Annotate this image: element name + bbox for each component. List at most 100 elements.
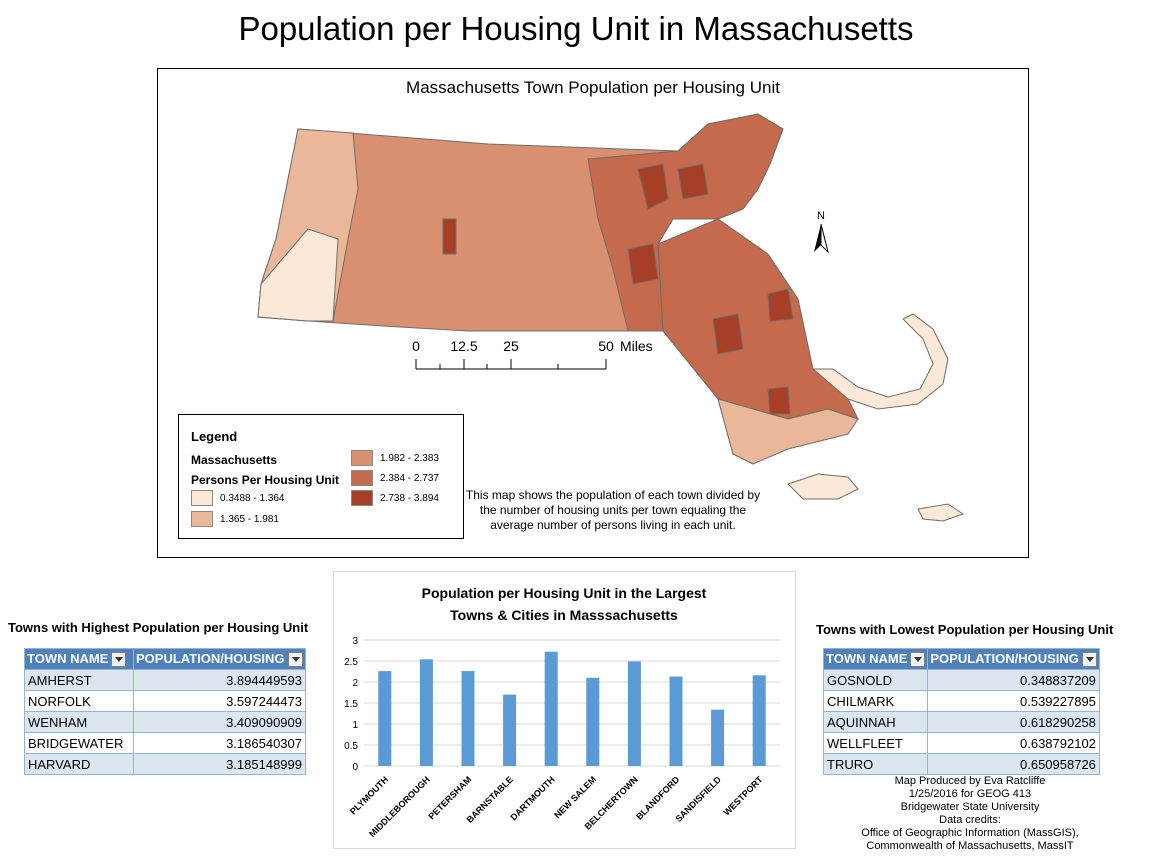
town-cell[interactable]: TRURO: [822, 753, 929, 775]
map-region-dark-2: [677, 163, 709, 200]
credit-line: Bridgewater State University: [900, 801, 1040, 813]
town-cell[interactable]: HARVARD: [24, 753, 134, 775]
legend-class-label: 2.384 - 2.737: [380, 472, 439, 484]
filter-dropdown-icon[interactable]: [1081, 652, 1097, 668]
table-row[interactable]: WELLFLEET 0.638792102: [822, 732, 1100, 754]
value-cell[interactable]: 3.185148999: [133, 753, 306, 775]
value-cell[interactable]: 0.638792102: [927, 732, 1100, 754]
credit-line: Map Produced by Eva Ratcliffe: [894, 775, 1046, 787]
map-region-nantucket: [917, 503, 965, 522]
bar: [419, 659, 433, 766]
table-row[interactable]: AQUINNAH 0.618290258: [822, 711, 1100, 733]
north-arrow: N: [814, 210, 829, 254]
bar: [586, 677, 600, 766]
value-cell[interactable]: 3.597244473: [133, 690, 306, 712]
town-cell[interactable]: CHILMARK: [822, 690, 929, 712]
bar: [711, 709, 725, 766]
map-region-dark-1: [637, 163, 669, 210]
value-cell[interactable]: 0.539227895: [927, 690, 1100, 712]
town-cell[interactable]: BRIDGEWATER: [24, 732, 134, 754]
x-tick-label: DARTMOUTH: [509, 774, 557, 822]
map-canvas: N 0 12.5 25 50 Miles: [257, 113, 965, 522]
value-cell[interactable]: 3.894449593: [133, 669, 306, 691]
town-cell[interactable]: AMHERST: [24, 669, 134, 691]
x-tick-label: PETERSHAM: [426, 774, 473, 821]
scale-units-label: Miles: [620, 338, 653, 354]
filter-dropdown-icon[interactable]: [287, 652, 303, 668]
table-row[interactable]: TRURO 0.650958726: [822, 753, 1100, 775]
y-tick-label: 2: [352, 678, 358, 689]
legend-class-label: 1.982 - 2.383: [380, 452, 439, 464]
legend-swatch: [351, 470, 373, 486]
table-row[interactable]: GOSNOLD 0.348837209: [822, 669, 1100, 691]
y-tick-label: 2.5: [344, 657, 358, 668]
highest-table-heading: Towns with Highest Population per Housin…: [8, 620, 309, 635]
x-tick-label: PLYMOUTH: [348, 774, 390, 816]
legend-class-item: 1.982 - 2.383: [351, 450, 439, 466]
bar-chart-canvas: Population per Housing Unit in the Large…: [344, 585, 780, 839]
map-region-dark-3: [627, 243, 659, 285]
table-row[interactable]: HARVARD 3.185148999: [24, 753, 306, 775]
filter-dropdown-icon[interactable]: [910, 652, 926, 668]
value-cell[interactable]: 0.348837209: [927, 669, 1100, 691]
bar: [669, 676, 683, 766]
town-cell[interactable]: AQUINNAH: [822, 711, 929, 733]
value-cell[interactable]: 3.409090909: [133, 711, 306, 733]
bar: [627, 661, 641, 766]
value-cell[interactable]: 0.618290258: [927, 711, 1100, 733]
legend-class-item: 1.365 - 1.981: [191, 511, 279, 527]
town-cell[interactable]: GOSNOLD: [822, 669, 929, 691]
bar-chart: Population per Housing Unit in the Large…: [333, 571, 796, 849]
credit-line: 1/25/2016 for GEOG 413: [908, 788, 1032, 800]
legend-field-name: Persons Per Housing Unit: [191, 473, 340, 487]
massachusetts-choropleth: [257, 113, 965, 522]
legend-class-item: 2.738 - 3.894: [351, 490, 439, 506]
table-row[interactable]: AMHERST 3.894449593: [24, 669, 306, 691]
legend-class-item: 2.384 - 2.737: [351, 470, 439, 486]
table-row[interactable]: NORFOLK 3.597244473: [24, 690, 306, 712]
highest-towns-table: TOWN NAME POPULATION/HOUSING AMHERST 3.89…: [24, 648, 306, 775]
scale-tick-label: 12.5: [450, 338, 477, 354]
scale-bar: 0 12.5 25 50 Miles: [412, 338, 653, 370]
map-region-dark-4: [712, 313, 744, 355]
table-row[interactable]: CHILMARK 0.539227895: [822, 690, 1100, 712]
value-cell[interactable]: 3.186540307: [133, 732, 306, 754]
north-arrow-label: N: [817, 210, 825, 222]
legend-layer-name: Massachusetts: [191, 453, 278, 467]
legend-swatch: [191, 511, 213, 527]
lowest-table-heading: Towns with Lowest Population per Housing…: [816, 622, 1114, 637]
bar: [461, 671, 475, 766]
scale-tick-label: 0: [412, 338, 420, 354]
bar: [378, 671, 392, 766]
map-credits: Map Produced by Eva Ratcliffe 1/25/2016 …: [810, 775, 1130, 853]
bar: [752, 675, 766, 766]
legend-title: Legend: [191, 429, 238, 444]
map-region-marthas-vineyard: [787, 473, 859, 500]
column-header-town[interactable]: TOWN NAME: [822, 648, 929, 670]
y-tick-label: 0.5: [344, 741, 358, 752]
legend-class-item: 0.3488 - 1.364: [191, 490, 285, 506]
map-title: Massachusetts Town Population per Housin…: [406, 78, 780, 97]
filter-dropdown-icon[interactable]: [111, 652, 127, 668]
legend-swatch: [191, 490, 213, 506]
town-cell[interactable]: WENHAM: [24, 711, 134, 733]
bar: [503, 694, 517, 766]
value-cell[interactable]: 0.650958726: [927, 753, 1100, 775]
credit-line: Data credits:: [939, 814, 1001, 826]
town-cell[interactable]: NORFOLK: [24, 690, 134, 712]
map-region-cape-cod: [811, 313, 949, 410]
y-tick-label: 1: [352, 720, 358, 731]
map-description: This map shows the population of each to…: [465, 488, 761, 532]
legend-swatch: [351, 450, 373, 466]
column-header-town[interactable]: TOWN NAME: [24, 648, 134, 670]
y-tick-label: 0: [352, 762, 358, 773]
legend-swatch: [351, 490, 373, 506]
town-cell[interactable]: WELLFLEET: [822, 732, 929, 754]
column-header-value[interactable]: POPULATION/HOUSING: [927, 648, 1100, 670]
lowest-towns-table: TOWN NAME POPULATION/HOUSING GOSNOLD 0.34…: [822, 648, 1100, 775]
legend-class-label: 2.738 - 3.894: [380, 492, 439, 504]
table-row[interactable]: WENHAM 3.409090909: [24, 711, 306, 733]
column-header-value[interactable]: POPULATION/HOUSING: [133, 648, 306, 670]
chart-title: Towns & Cities in Masssachusetts: [450, 607, 678, 623]
table-row[interactable]: BRIDGEWATER 3.186540307: [24, 732, 306, 754]
